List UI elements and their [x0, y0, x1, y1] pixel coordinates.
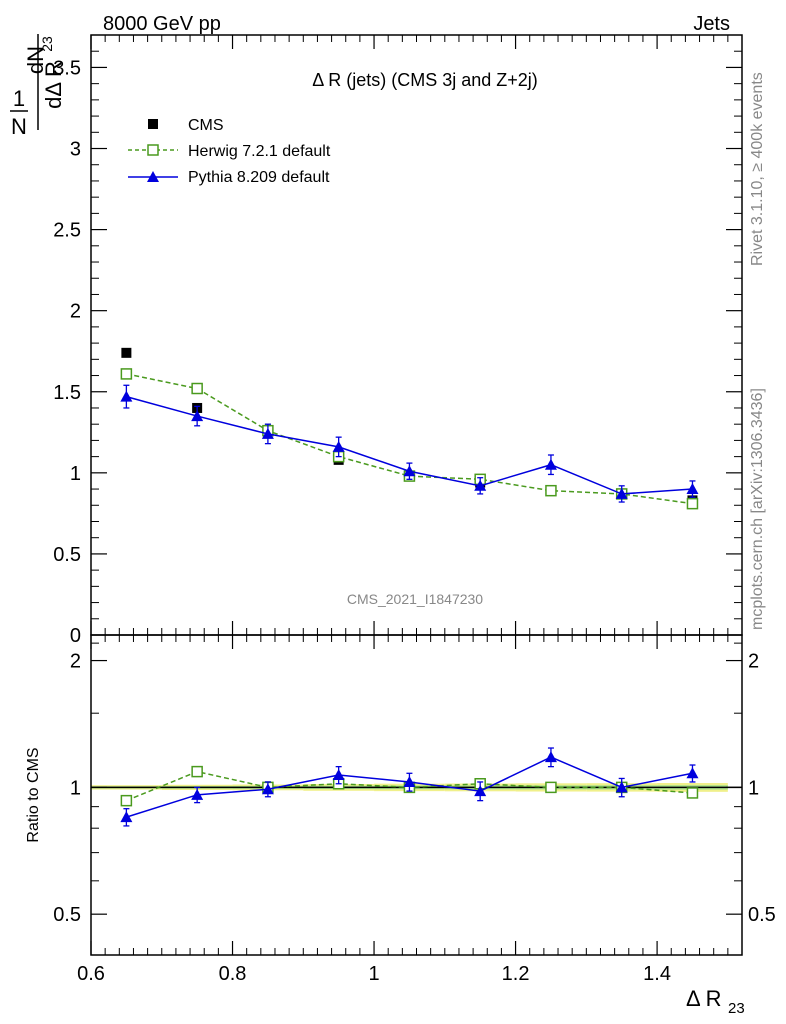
pythia-point [261, 427, 274, 439]
legend-pythia-label: Pythia 8.209 default [188, 169, 330, 186]
herwig-point [545, 484, 557, 497]
x-axis-label: Δ R 23 [686, 986, 745, 1017]
herwig-ratio-point [545, 781, 557, 794]
x-tick-label: 1.2 [502, 963, 530, 985]
ratio-y-tick-label: 2 [70, 651, 81, 673]
pythia-ratio-point [474, 785, 487, 797]
x-tick-label: 0.8 [219, 963, 247, 985]
y-tick-label: 1 [70, 463, 81, 485]
pythia-ratio-point [191, 788, 204, 800]
legend-pythia-marker [147, 171, 159, 182]
ylabel-dN: dN [23, 46, 48, 74]
ratio-y-tick-label-right: 1 [748, 777, 759, 799]
watermark: CMS_2021_I1847230 [347, 591, 483, 607]
ratio-y-tick-label: 0.5 [53, 904, 81, 926]
ratio-series-layer [120, 747, 699, 827]
ratio-y-axis-label: Ratio to CMS [25, 747, 42, 842]
header-left: 8000 GeV pp [103, 13, 221, 35]
legend-cms-marker [148, 119, 158, 129]
x-tick-label: 1.4 [643, 963, 671, 985]
pythia-ratio-point [120, 811, 133, 823]
x-axis-label-sub: 23 [728, 1000, 745, 1017]
ratio-y-tick-label-right: 0.5 [748, 904, 776, 926]
herwig-ratio-point [686, 787, 699, 799]
herwig-line [126, 373, 693, 505]
pythia-point [191, 410, 204, 422]
ylabel-N: N [11, 114, 27, 139]
herwig-point [120, 368, 133, 380]
pythia-point [474, 479, 487, 491]
pythia-ratio-point [544, 751, 557, 763]
header-right: Jets [693, 13, 730, 35]
cms-point [121, 347, 132, 358]
x-tick-label: 0.6 [77, 963, 105, 985]
pythia-ratio-point [403, 775, 416, 787]
chart-title: Δ R (jets) (CMS 3j and Z+2j) [312, 70, 538, 90]
pythia-ratio-point [332, 768, 345, 780]
y-tick-label: 0.5 [53, 544, 81, 566]
ylabel-one: 1 [13, 86, 25, 111]
pythia-ratio-point [261, 783, 274, 795]
ylabel-sub: 23 [39, 36, 55, 52]
ratio-panel-frame [90, 634, 743, 956]
y-tick-label: 2.5 [53, 220, 81, 242]
y-tick-label: 3 [70, 139, 81, 161]
pythia-point [686, 483, 699, 495]
herwig-ratio-point [191, 765, 203, 778]
pythia-ratio-point [615, 781, 628, 793]
herwig-point [191, 382, 203, 395]
y-tick-label: 0 [70, 625, 81, 647]
herwig-ratio-point [120, 794, 133, 807]
pythia-point [615, 487, 628, 499]
legend-herwig-label: Herwig 7.2.1 default [188, 143, 331, 160]
rivet-label: Rivet 3.1.10, ≥ 400k events [749, 72, 766, 266]
legend-cms-label: CMS [188, 117, 224, 134]
mcplots-label: mcplots.cern.ch [arXiv:1306.3436] [749, 388, 766, 630]
pythia-point [332, 440, 345, 452]
legend-herwig-marker [147, 144, 159, 156]
main-series-layer [120, 347, 699, 510]
x-tick-label: 1 [368, 963, 379, 985]
pythia-point [120, 390, 133, 402]
axis-ticks: 0.6 0.8 1 1.2 1.4 0.5 1 1.5 2 2.5 3 3.5 0 0.5 0.5 1 1 2 2 [53, 35, 776, 985]
pythia-ratio-point [686, 767, 699, 779]
y-tick-label: 1.5 [53, 382, 81, 404]
ratio-y-tick-label-right: 2 [748, 651, 759, 673]
y-tick-label: 2 [70, 301, 81, 323]
main-y-axis-label: 1 N dN dΔ R 23 [10, 34, 66, 139]
ylabel-dDR: dΔ R [41, 61, 66, 109]
y-tick-label: 3.5 [53, 57, 81, 79]
herwig-point [686, 497, 699, 510]
legend: CMS Herwig 7.2.1 default Pythia 8.209 de… [128, 117, 331, 186]
ratio-y-tick-label: 1 [70, 777, 81, 799]
pythia-point [544, 458, 557, 470]
x-axis-label-text: Δ R [686, 986, 721, 1011]
pythia-point [403, 465, 416, 477]
